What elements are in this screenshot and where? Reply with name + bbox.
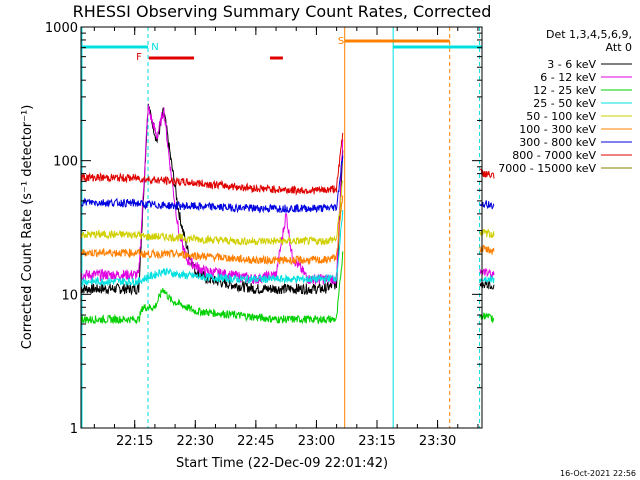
x-tick-label: 23:00 xyxy=(298,434,335,449)
y-axis: 1 10 100 1000 xyxy=(45,21,482,437)
legend-label: 800 - 7000 keV xyxy=(512,149,596,162)
legend-label: 7000 - 15000 keV xyxy=(498,162,596,175)
legend-label: 300 - 800 keV xyxy=(519,136,596,149)
chart-title: RHESSI Observing Summary Count Rates, Co… xyxy=(73,2,492,21)
y-axis-label: Corrected Count Rate (s⁻¹ detector⁻¹) xyxy=(20,105,35,350)
plot-frame xyxy=(80,26,483,429)
legend-label: 25 - 50 keV xyxy=(533,97,596,110)
x-axis-label: Start Time (22-Dec-09 22:01:42) xyxy=(176,456,388,471)
x-tick-label: 23:30 xyxy=(419,434,456,449)
series-line-25-50-kev xyxy=(80,209,344,287)
x-tick-label: 22:15 xyxy=(116,434,153,449)
series-line-50-100-kev xyxy=(80,180,344,246)
footer-timestamp: 16-Oct-2021 22:56 xyxy=(560,469,636,478)
legend-label: 3 - 6 keV xyxy=(547,58,596,71)
flag-label-f: F xyxy=(136,52,142,63)
legend-label: 12 - 25 keV xyxy=(533,84,596,97)
x-tick-label: 23:15 xyxy=(358,434,395,449)
y-tick-label: 100 xyxy=(53,155,78,170)
y-tick-label: 10 xyxy=(61,288,78,303)
legend-header-line1: Det 1,3,4,5,6,9, xyxy=(546,28,632,41)
flag-label-n: N xyxy=(151,42,158,53)
flag-label-s: S xyxy=(338,36,344,47)
series-line-300-800-kev xyxy=(80,155,344,214)
x-tick-label: 22:30 xyxy=(177,434,214,449)
series-line-12-25-kev xyxy=(80,251,344,325)
x-axis: 22:15 22:30 22:45 23:00 23:15 23:30 xyxy=(93,27,479,449)
legend-label: 100 - 300 keV xyxy=(519,123,596,136)
plot-area: NF S xyxy=(80,27,495,428)
series-line-3-6-kev xyxy=(80,103,344,296)
legend-label: 50 - 100 keV xyxy=(526,110,596,123)
legend-header-line2: Att 0 xyxy=(606,41,632,54)
y-tick-label: 1 xyxy=(70,422,78,437)
series-line-800-7000-kev xyxy=(80,132,344,197)
y-tick-label: 1000 xyxy=(45,21,78,36)
series-line-6-12-kev xyxy=(80,104,344,285)
legend-label: 6 - 12 keV xyxy=(540,71,596,84)
series-line-100-300-kev xyxy=(80,195,344,266)
x-tick-label: 22:45 xyxy=(237,434,274,449)
